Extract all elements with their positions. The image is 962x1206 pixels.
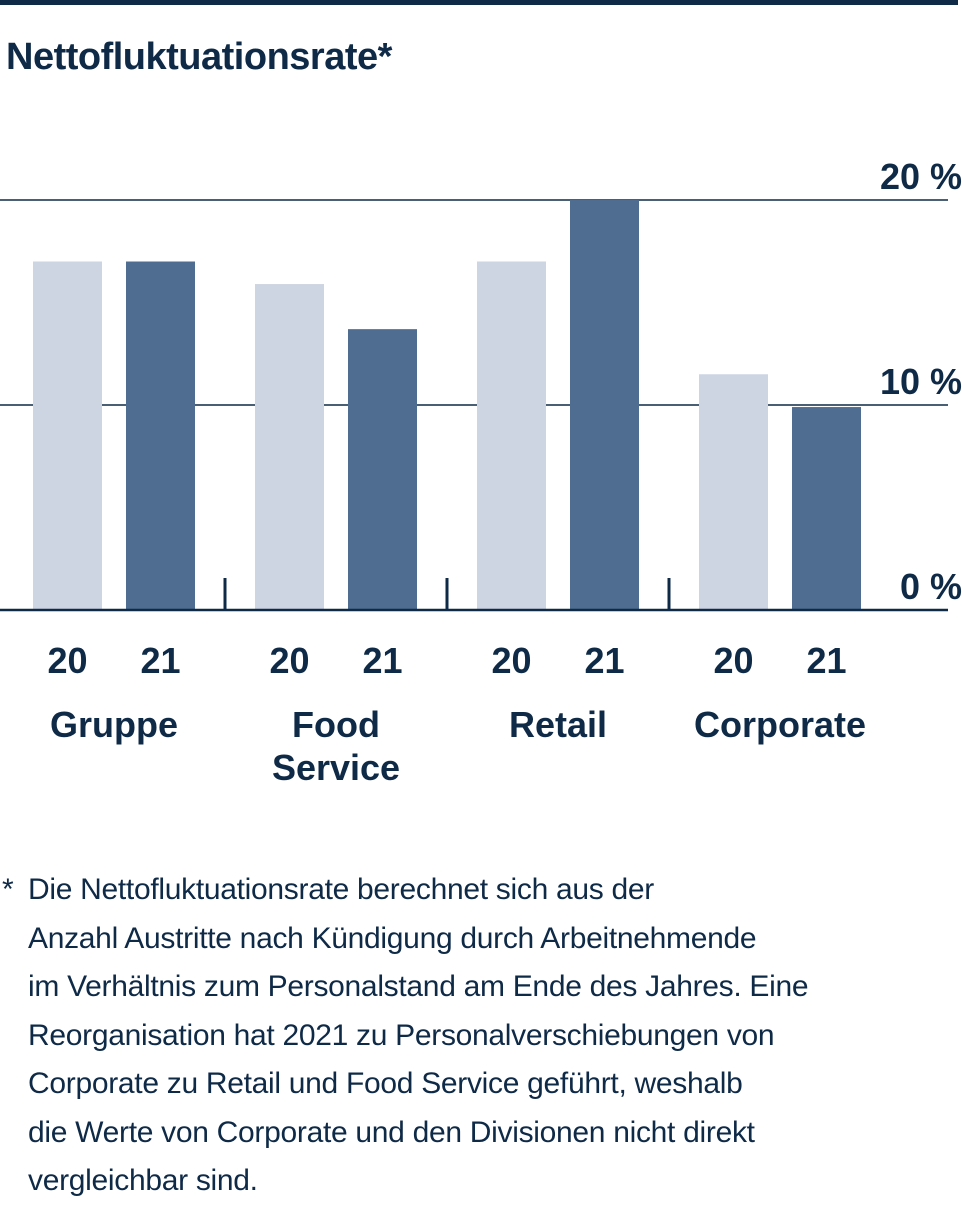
bar-21-food-service bbox=[348, 329, 417, 610]
group-separator bbox=[223, 578, 227, 610]
y-tick-label: 20 % bbox=[880, 156, 962, 197]
footnote-line: die Werte von Corporate und den Division… bbox=[28, 1115, 755, 1149]
x-tick-label: 20 bbox=[269, 640, 309, 681]
footnote-line: Die Nettofluktuationsrate berechnet sich… bbox=[28, 873, 654, 906]
bar-21-gruppe bbox=[126, 261, 195, 610]
bar-20-food-service bbox=[255, 284, 324, 610]
x-tick-label: 21 bbox=[806, 640, 846, 681]
group-separator bbox=[667, 578, 671, 610]
bar-21-retail bbox=[570, 200, 639, 610]
y-tick-label: 10 % bbox=[880, 361, 962, 402]
x-tick-label: 20 bbox=[47, 640, 87, 681]
x-tick-label: 21 bbox=[362, 640, 402, 681]
x-tick-label: 21 bbox=[584, 640, 624, 681]
x-tick-label: 21 bbox=[140, 640, 180, 681]
x-tick-label: 20 bbox=[713, 640, 753, 681]
group-label: Retail bbox=[509, 704, 607, 745]
group-label: Service bbox=[272, 747, 400, 788]
group-label: Gruppe bbox=[50, 704, 178, 745]
bar-20-corporate bbox=[699, 374, 768, 610]
chart-title: Nettofluktuationsrate* bbox=[6, 36, 392, 78]
footnote-line: vergleichbar sind. bbox=[28, 1164, 258, 1197]
footnote-line: Reorganisation hat 2021 zu Personalversc… bbox=[28, 1018, 775, 1052]
group-label: Corporate bbox=[694, 704, 866, 745]
bar-20-retail bbox=[477, 261, 546, 610]
bar-20-gruppe bbox=[33, 261, 102, 610]
group-label: Food bbox=[292, 704, 380, 745]
footnote-line: Anzahl Austritte nach Kündigung durch Ar… bbox=[28, 921, 757, 955]
bar-21-corporate bbox=[792, 407, 861, 610]
group-separator bbox=[445, 578, 449, 610]
footnote-marker: * bbox=[2, 873, 14, 906]
x-tick-label: 20 bbox=[491, 640, 531, 681]
footnote-line: im Verhältnis zum Personalstand am Ende … bbox=[28, 970, 809, 1003]
top-rule bbox=[0, 0, 958, 5]
footnote-line: Corporate zu Retail und Food Service gef… bbox=[28, 1067, 743, 1100]
y-tick-label: 0 % bbox=[900, 566, 962, 607]
footnote-text: Die Nettofluktuationsrate berechnet sich… bbox=[28, 866, 933, 1206]
